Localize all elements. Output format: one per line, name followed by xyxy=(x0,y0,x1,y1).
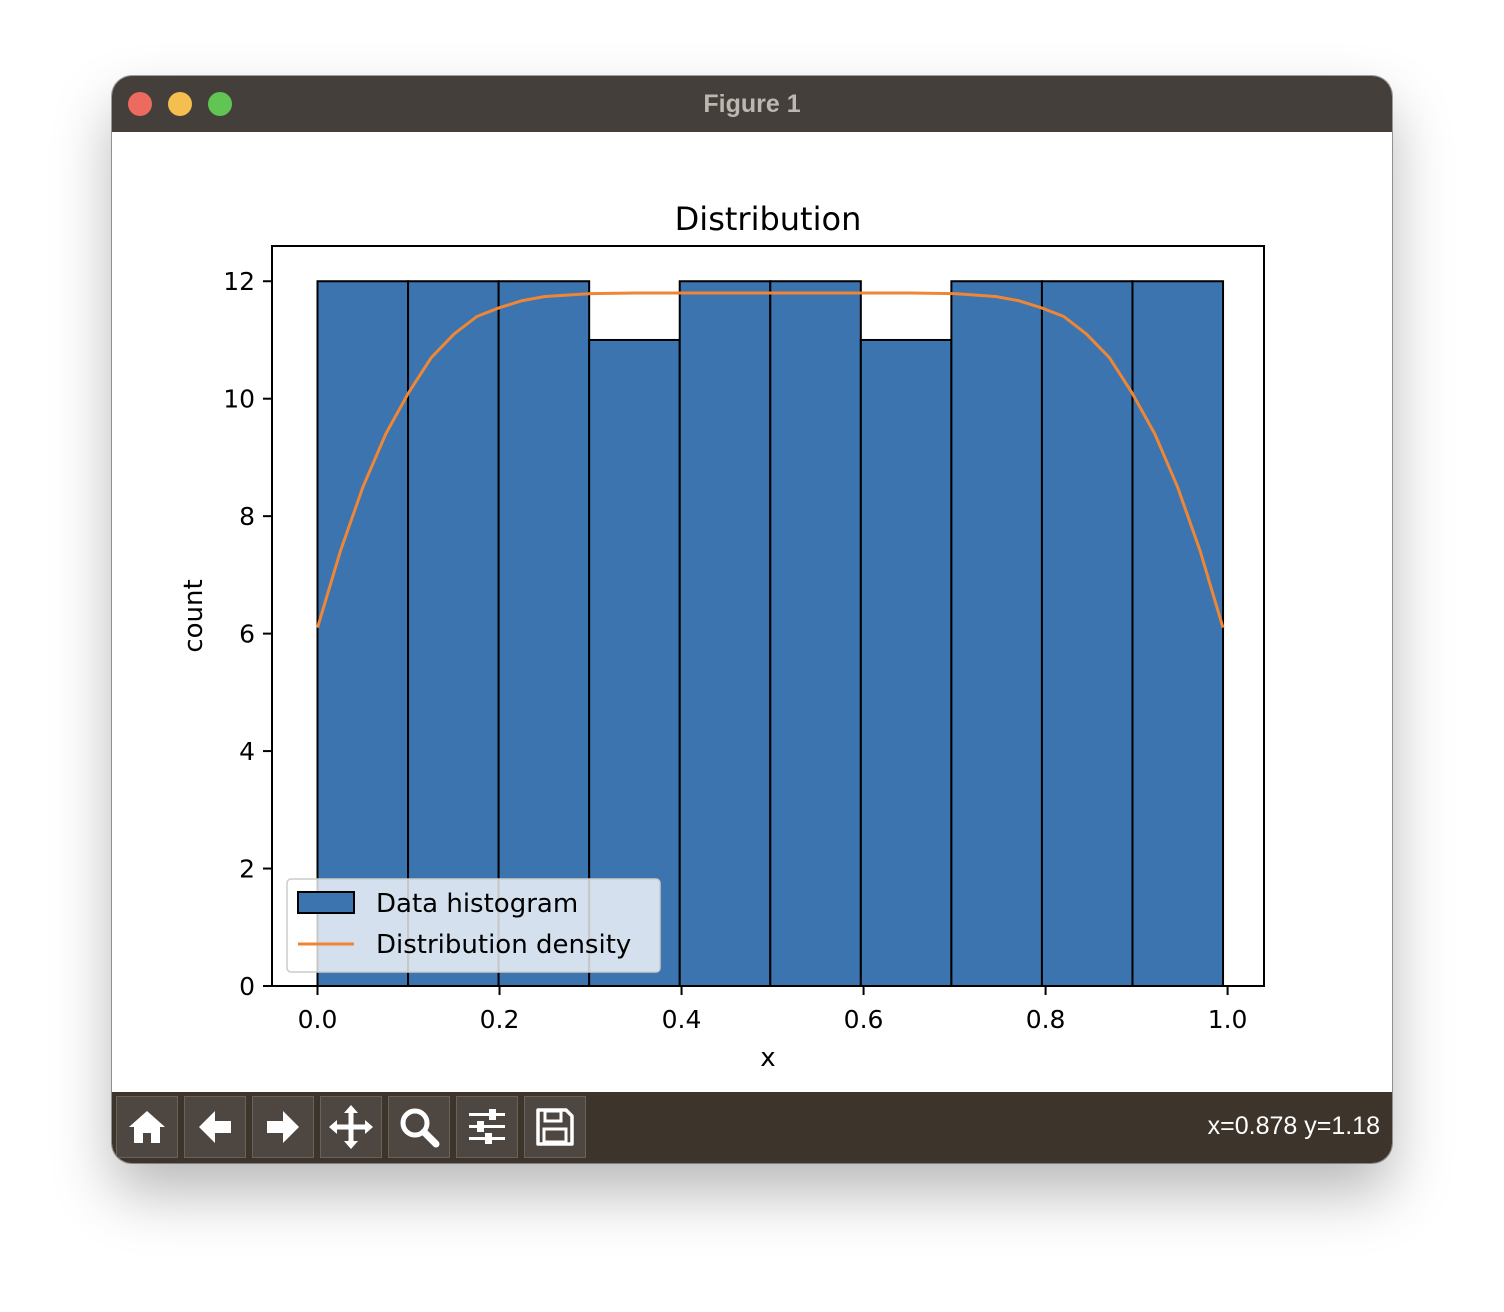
zoom-button[interactable] xyxy=(388,1096,450,1158)
x-tick-label: 0.0 xyxy=(298,1005,338,1034)
density-line xyxy=(316,291,1225,629)
histogram-bar xyxy=(859,338,953,987)
y-tick-label: 2 xyxy=(239,855,255,884)
y-tick-label: 0 xyxy=(239,972,255,1001)
floppy-icon xyxy=(536,1108,574,1146)
axes-frame xyxy=(271,245,1265,987)
move-icon xyxy=(329,1105,373,1149)
home-icon xyxy=(129,1111,165,1143)
x-tick-label: 0.4 xyxy=(662,1005,702,1034)
y-tick-label: 4 xyxy=(239,737,255,766)
legend-swatch-histogram xyxy=(297,891,355,914)
legend-label-histogram: Data histogram xyxy=(376,889,578,919)
arrow-right-icon xyxy=(267,1111,299,1143)
arrow-left-icon xyxy=(199,1111,231,1143)
back-button[interactable] xyxy=(184,1096,246,1158)
cursor-coordinates: x=0.878 y=1.18 xyxy=(1207,1112,1380,1140)
histogram-bar xyxy=(950,280,1043,987)
histogram-bar xyxy=(769,280,862,987)
figure-window: Figure 1 0.0 0.2 0.4 0.6 0.8 1.0 0 2 4 6 8 10 12 Dis… xyxy=(112,76,1392,1163)
y-axis-label: count xyxy=(179,579,209,652)
x-tick-label: 0.6 xyxy=(844,1005,884,1034)
save-figure-button[interactable] xyxy=(524,1096,586,1158)
x-tick-label: 1.0 xyxy=(1208,1005,1248,1034)
minimize-window-button[interactable] xyxy=(168,92,192,116)
legend: Data histogram Distribution density xyxy=(286,878,661,973)
pan-button[interactable] xyxy=(320,1096,382,1158)
y-tick-label: 8 xyxy=(239,502,255,531)
close-window-button[interactable] xyxy=(128,92,152,116)
legend-box xyxy=(286,878,661,973)
histogram-chart: 0.0 0.2 0.4 0.6 0.8 1.0 0 2 4 6 8 10 12 Distribution… xyxy=(179,200,1265,1073)
magnifier-icon xyxy=(400,1108,440,1148)
histogram-bar xyxy=(1040,280,1134,987)
histogram-bar xyxy=(678,280,772,987)
home-button[interactable] xyxy=(116,1096,178,1158)
y-tick-label: 10 xyxy=(223,385,255,414)
figure-canvas[interactable]: 0.0 0.2 0.4 0.6 0.8 1.0 0 2 4 6 8 10 12 Distribution… xyxy=(112,132,1392,1092)
chart-title: Distribution xyxy=(675,200,862,238)
x-axis-label: x xyxy=(760,1043,775,1073)
y-tick-label: 6 xyxy=(239,620,255,649)
forward-button[interactable] xyxy=(252,1096,314,1158)
configure-subplots-button[interactable] xyxy=(456,1096,518,1158)
sliders-icon xyxy=(469,1109,505,1144)
navigation-toolbar: x=0.878 y=1.18 xyxy=(112,1092,1392,1163)
x-tick-label: 0.8 xyxy=(1026,1005,1066,1034)
histogram-bar xyxy=(1131,280,1225,987)
window-title: Figure 1 xyxy=(703,90,801,118)
density-line-layer xyxy=(316,291,1225,629)
ticks-layer: 0.0 0.2 0.4 0.6 0.8 1.0 0 2 4 6 8 10 12 xyxy=(223,267,1247,1034)
title-bar: Figure 1 xyxy=(112,76,1392,132)
legend-label-density: Distribution density xyxy=(376,930,631,960)
y-tick-label: 12 xyxy=(223,267,255,296)
maximize-window-button[interactable] xyxy=(208,92,232,116)
x-tick-label: 0.2 xyxy=(480,1005,520,1034)
